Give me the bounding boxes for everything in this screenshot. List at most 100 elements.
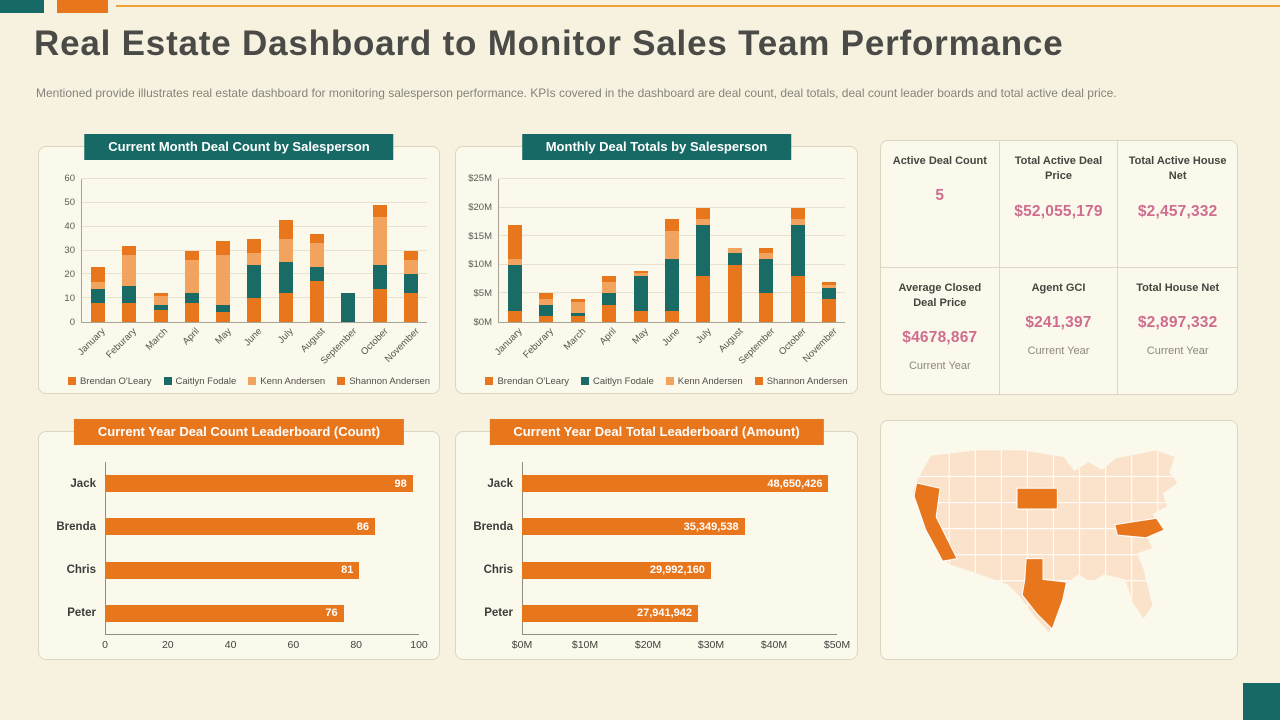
bar-september [759,179,774,322]
x-axis-tick: $20M [634,639,662,651]
legend-swatch [665,377,674,385]
bar-segment [759,259,774,294]
bar-segment [216,312,231,322]
bar-segment [633,273,648,277]
bar-segment [91,288,105,303]
y-axis-tick: $0M [473,317,492,328]
legend-item: Shannon Andersen [754,376,848,387]
bar-segment [539,316,554,322]
gridline [499,178,845,179]
accent-orange-square [57,0,108,13]
bar-segment [278,219,293,239]
leaderboard-row: Chris 81 [53,561,419,579]
row-label: Brenda [473,520,513,533]
bar-segment [633,276,648,311]
panel-us-map [880,420,1238,660]
bar-segment [759,293,774,322]
bar-segment [278,262,293,294]
bar-segment [310,281,325,322]
bar-april [602,179,617,322]
bar-segment [403,260,418,275]
state-south-dakota [1016,487,1058,510]
bar-segment [153,305,168,311]
bar-segment [184,250,199,261]
bar-track: 86 [105,518,419,536]
bar-october [372,179,387,322]
bar-segment [508,224,522,260]
bar-segment [372,264,387,289]
gridline [82,225,427,227]
bar-july [278,179,293,322]
bar-october [790,179,805,322]
bar-segment [184,260,199,294]
bar-track: 98 [105,475,419,493]
count-leaderboard-chart: Jack 98 Brenda 86 Chris 81 Peter 76 0 20 40 60 80 10… [53,462,428,653]
axis-frame [522,462,837,635]
x-axis-label: September [318,326,359,367]
leaderboard-rows: Jack 48,650,426 Brenda 35,349,538 Chris 29,99… [470,462,837,635]
bar-segment [602,304,617,322]
bar-value-label: 35,349,538 [683,520,739,533]
chart-title-deal-count: Current Month Deal Count by Salesperson [84,134,394,160]
state-texas [1021,558,1068,630]
bar-segment [247,264,262,299]
bar-segment [570,299,585,302]
bar-feburary [539,179,554,322]
bar-track: 27,941,942 [522,604,837,622]
y-axis-tick: $25M [468,173,492,184]
bar-segment [91,267,105,282]
bar-segment [539,293,554,300]
bar-segment [570,316,585,322]
kpi-value: $2,897,332 [1137,313,1218,331]
bar-segment [184,293,199,303]
bar-november [403,179,418,322]
bar-segment [790,219,805,225]
bar-august [727,179,742,322]
leaderboard-row: Peter 27,941,942 [470,604,837,622]
kpi-value: $241,397 [1025,313,1092,331]
x-axis-tick: 20 [161,639,174,651]
us-map [912,450,1178,633]
us-map-outline [912,450,1178,633]
kpi-period: Current Year [1146,344,1209,357]
bar-january [508,179,522,322]
bar-segment [727,253,742,265]
bar-track: 29,992,160 [522,561,837,579]
bar-may [633,179,648,322]
bar-segment [790,276,805,322]
y-axis-tick: $5M [473,288,492,300]
page-title: Real Estate Dashboard to Monitor Sales T… [34,24,1064,63]
bar-june [664,179,679,322]
legend-item: Caitlyn Fodale [163,376,236,387]
leaderboard-bar: 27,941,942 [522,604,699,622]
kpi-total-active-house-net: Total Active House Net $2,457,332 [1118,141,1237,268]
leaderboard-row: Jack 48,650,426 [470,475,837,493]
bar-segment [759,247,774,254]
x-axis-tick: 100 [410,639,428,651]
x-axis-tick: $40M [760,639,788,651]
bar-august [310,179,325,322]
leaderboard-bar: 76 [105,604,344,622]
bar-segment [372,205,387,218]
bar-segment [153,293,168,296]
bar-segment [664,259,679,311]
bar-segment [821,287,836,300]
x-axis-label: April [598,326,620,348]
kpi-label: Average Closed Deal Price [898,281,982,309]
x-axis-label: June [659,326,683,349]
legend-swatch [581,377,589,385]
bar-segment [247,252,262,265]
x-axis-tick: $0M [511,639,533,651]
bar-track: 81 [105,561,419,579]
bar-segment [310,243,325,268]
leaderboard-rows: Jack 98 Brenda 86 Chris 81 Peter 76 [53,462,419,635]
bar-segment [278,293,293,322]
bar-segment [821,284,836,288]
kpi-grid: Active Deal Count 5 Total Active Deal Pr… [881,141,1237,394]
bar-segment [341,293,356,322]
leaderboard-bar: 48,650,426 [522,475,829,493]
bar-segment [247,238,262,253]
amount-leaderboard-chart: Jack 48,650,426 Brenda 35,349,538 Chris 29,99… [470,462,850,653]
deal-totals-chart: $0M $5M $10M $15M $20M $25M January Feburary Ma… [464,173,848,389]
chart-title-count-leaderboard: Current Year Deal Count Leaderboard (Cou… [73,419,405,445]
